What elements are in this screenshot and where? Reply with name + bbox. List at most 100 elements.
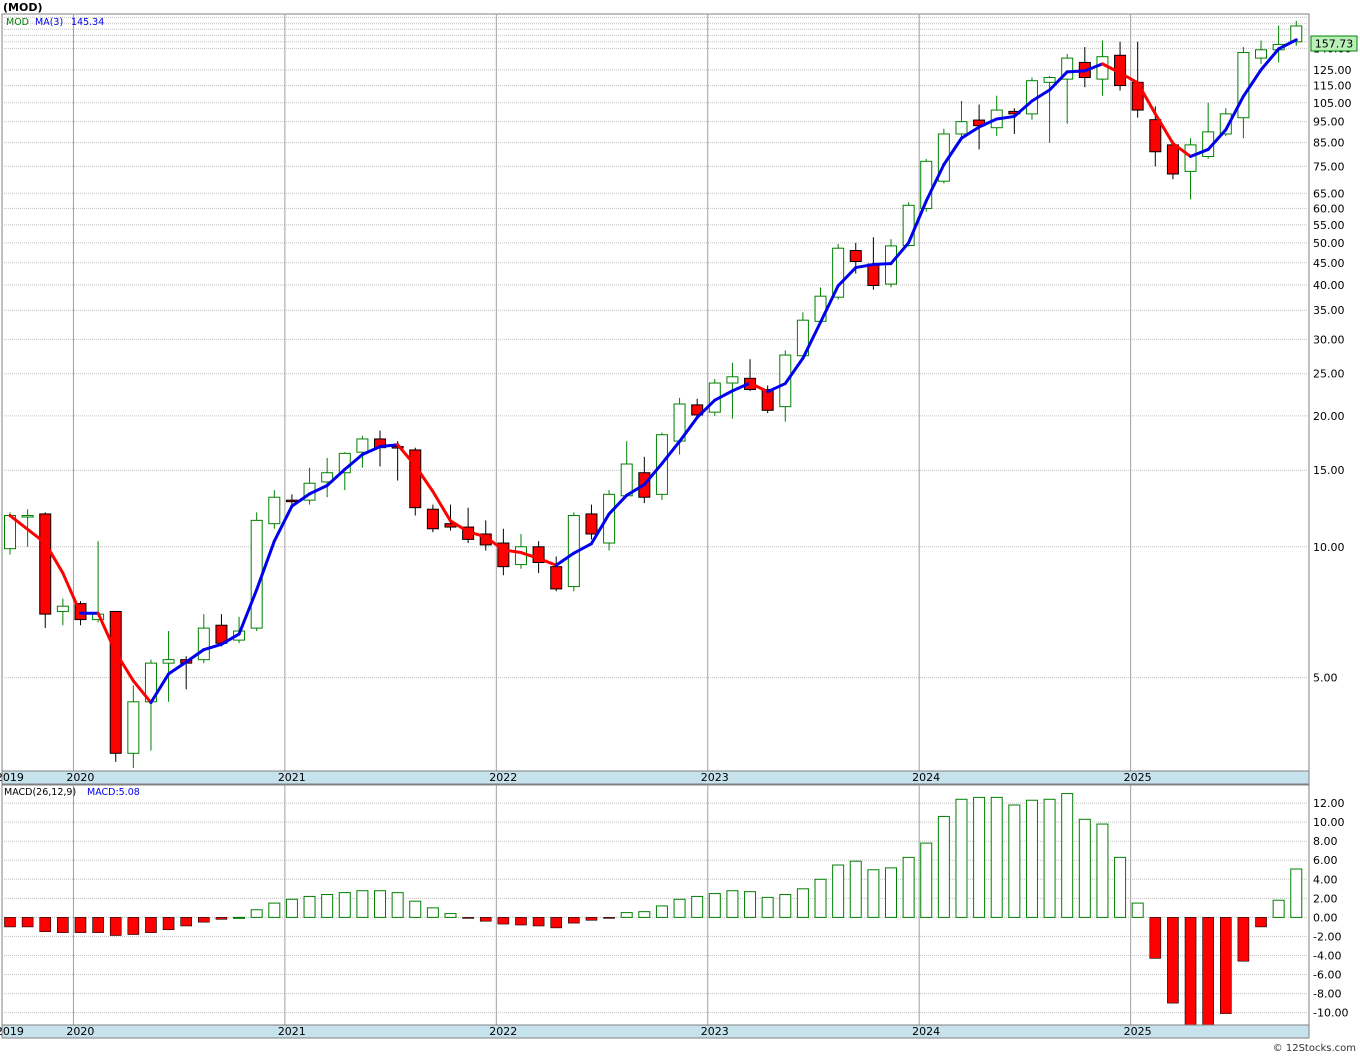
ma-segment — [431, 490, 452, 523]
ma-segment — [942, 136, 963, 167]
macd-bar — [109, 917, 122, 936]
macd-bar — [127, 917, 140, 935]
price-tick-label: 75.00 — [1313, 160, 1345, 173]
macd-bar — [92, 917, 104, 933]
price-tick-label: 115.00 — [1313, 80, 1352, 93]
macd-bar — [515, 917, 527, 926]
macd-tick-label: 10.00 — [1313, 816, 1345, 829]
macd-tick-label: -2.00 — [1313, 930, 1341, 943]
macd-bar — [568, 917, 580, 924]
macd-bar — [338, 892, 351, 918]
macd-bar — [726, 890, 739, 918]
ma-segment — [554, 551, 576, 567]
macd-bar — [233, 916, 246, 919]
candle-body — [902, 204, 915, 247]
candle-body — [1131, 81, 1144, 111]
last-price-label: 157.73 — [1315, 38, 1354, 51]
ma-segment — [96, 611, 118, 654]
macd-bar — [920, 842, 933, 918]
ma-segment — [1083, 62, 1104, 73]
ma-segment — [1259, 47, 1281, 72]
candle-body — [603, 493, 616, 544]
price-tick-label: 85.00 — [1313, 137, 1345, 150]
candle-body — [356, 438, 369, 453]
moving-average-line — [8, 38, 1298, 705]
macd-bar — [1272, 899, 1285, 918]
ma-segment — [607, 493, 629, 516]
price-tick-label: 25.00 — [1313, 368, 1345, 381]
macd-bar — [462, 917, 474, 919]
macd-bar — [1290, 868, 1303, 918]
ma-segment — [184, 648, 206, 664]
ma-segment — [1118, 71, 1140, 85]
macd-bar — [691, 895, 704, 918]
macd-tick-label: 2.00 — [1313, 892, 1338, 905]
macd-bar — [867, 869, 880, 918]
candle-body — [585, 513, 598, 535]
candle-body — [197, 627, 210, 661]
ma-segment — [678, 415, 699, 443]
last-price-tag: 157.73 — [1310, 35, 1358, 52]
ma-segment — [572, 542, 593, 555]
ma-segment — [1136, 81, 1157, 116]
ma-segment — [748, 381, 770, 394]
macd-bar — [638, 911, 651, 918]
price-tick-label: 45.00 — [1313, 257, 1345, 270]
macd-tick-label: -10.00 — [1313, 1007, 1348, 1020]
ma-segment — [889, 241, 911, 266]
ma-segment — [1100, 62, 1122, 75]
ma-segment — [466, 530, 488, 539]
ma-segment — [8, 514, 47, 545]
candle-body — [920, 160, 933, 209]
legend-symbol: MOD — [6, 17, 29, 28]
ma-segment — [484, 535, 505, 552]
macd-bar — [1149, 917, 1162, 959]
candle-body — [1149, 119, 1162, 153]
chart-title: (MOD) — [3, 1, 42, 14]
macd-bar — [744, 891, 757, 918]
candle-body — [1061, 57, 1074, 80]
price-tick-label: 55.00 — [1313, 219, 1345, 232]
price-tick-label: 15.00 — [1313, 464, 1345, 477]
macd-bar — [673, 898, 686, 918]
price-gridlines — [2, 14, 1309, 771]
price-x-tick-label: 2023 — [701, 771, 729, 784]
ma-segment — [766, 382, 787, 394]
ma-segment — [1153, 112, 1175, 145]
candle-body — [250, 519, 263, 629]
ma-segment — [854, 262, 875, 270]
candle-body — [4, 515, 16, 550]
price-x-axis-labels: 2019 2020 2021 2022 2023 2024 2025 — [0, 771, 1152, 784]
ma-segment — [836, 266, 858, 288]
macd-bar — [937, 815, 950, 918]
price-tick-label: 60.00 — [1313, 202, 1345, 215]
macd-bar — [180, 917, 192, 927]
price-tick-label: 125.00 — [1313, 64, 1352, 77]
price-y-axis: 5.00 10.00 15.00 20.00 25.00 30.00 35.00 40.00 4… — [1313, 42, 1352, 684]
candle-body — [497, 542, 510, 568]
ma-segment — [589, 512, 611, 546]
ma-segment — [907, 199, 928, 245]
macd-bar — [198, 917, 210, 923]
ma-segment — [1224, 94, 1245, 132]
macd-bar — [145, 917, 157, 933]
price-x-tick-label: 2024 — [912, 771, 940, 784]
ma-segment — [1206, 128, 1228, 151]
macd-bar — [1043, 798, 1056, 918]
ma-segment — [43, 541, 65, 575]
candle-body — [127, 701, 140, 754]
macd-bar — [849, 860, 862, 918]
macd-bar — [268, 902, 281, 918]
ma-segment — [1048, 70, 1069, 92]
candle-body — [726, 376, 739, 384]
macd-x-axis-labels: 2019 2020 2021 2022 2023 2024 2025 — [0, 1025, 1152, 1038]
candle-body — [779, 354, 792, 408]
price-x-axis-band — [1, 770, 1310, 785]
macd-tick-label: 0.00 — [1313, 911, 1338, 924]
macd-tick-label: -6.00 — [1313, 969, 1341, 982]
macd-bar — [1184, 917, 1197, 1026]
macd-x-tick-label: 2025 — [1124, 1025, 1152, 1038]
ma-segment — [290, 492, 312, 508]
macd-tick-label: -4.00 — [1313, 949, 1341, 962]
